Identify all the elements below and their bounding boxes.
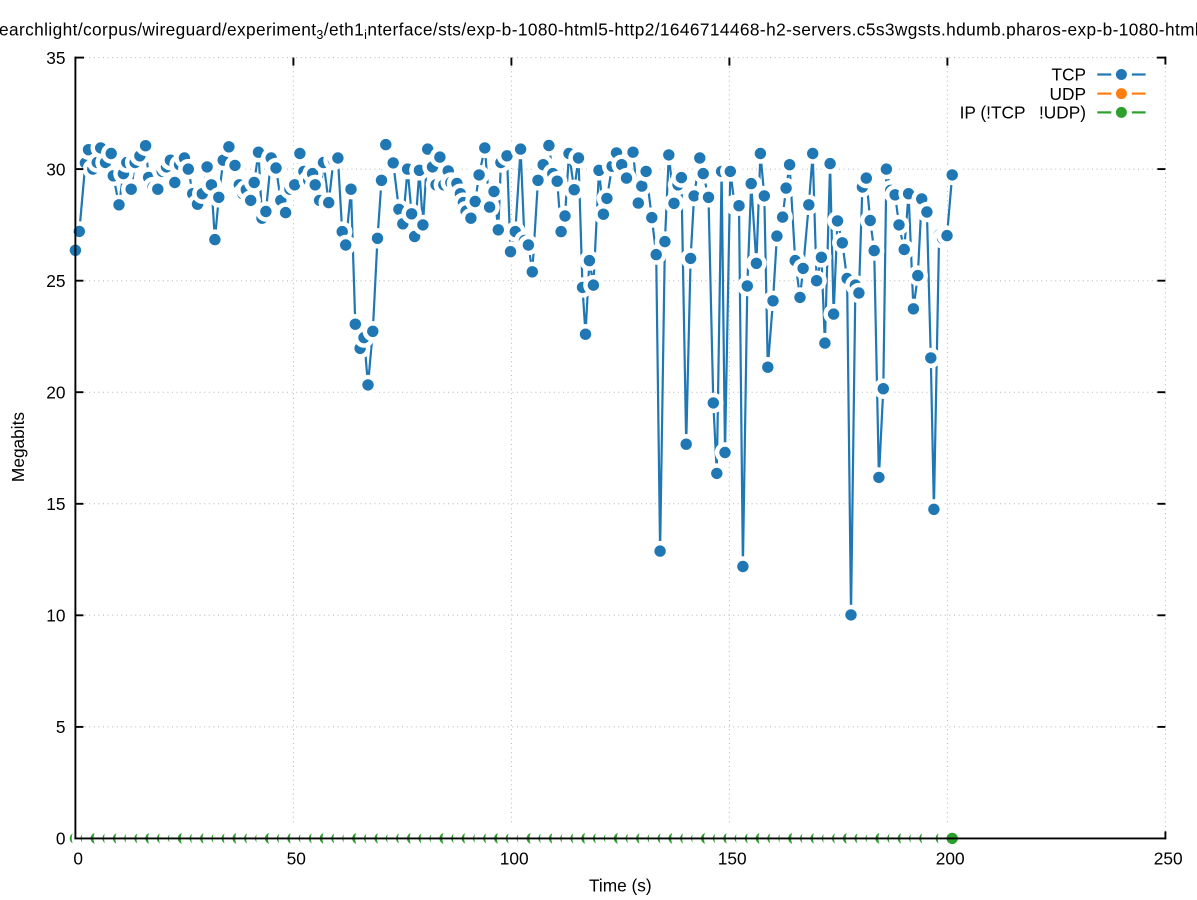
svg-text:Megabits: Megabits <box>8 412 28 482</box>
svg-text:15: 15 <box>46 494 65 514</box>
svg-text:50: 50 <box>287 848 306 868</box>
svg-text:earchlight/corpus/wireguard/ex: earchlight/corpus/wireguard/experiment3/… <box>0 20 1197 43</box>
svg-text:200: 200 <box>936 848 965 868</box>
svg-text:30: 30 <box>46 159 65 179</box>
svg-text:35: 35 <box>46 48 65 68</box>
svg-text:IP (!TCP !UDP): IP (!TCP !UDP) <box>960 103 1086 123</box>
svg-text:Time (s): Time (s) <box>589 876 652 896</box>
svg-text:250: 250 <box>1154 848 1183 868</box>
svg-text:10: 10 <box>46 606 65 626</box>
svg-text:UDP: UDP <box>1050 84 1087 104</box>
svg-text:20: 20 <box>46 382 65 402</box>
svg-text:0: 0 <box>56 829 66 849</box>
svg-text:150: 150 <box>718 848 747 868</box>
svg-text:25: 25 <box>46 271 65 291</box>
svg-text:TCP: TCP <box>1051 65 1086 85</box>
svg-text:0: 0 <box>73 848 83 868</box>
svg-text:100: 100 <box>500 848 529 868</box>
svg-text:5: 5 <box>56 717 66 737</box>
